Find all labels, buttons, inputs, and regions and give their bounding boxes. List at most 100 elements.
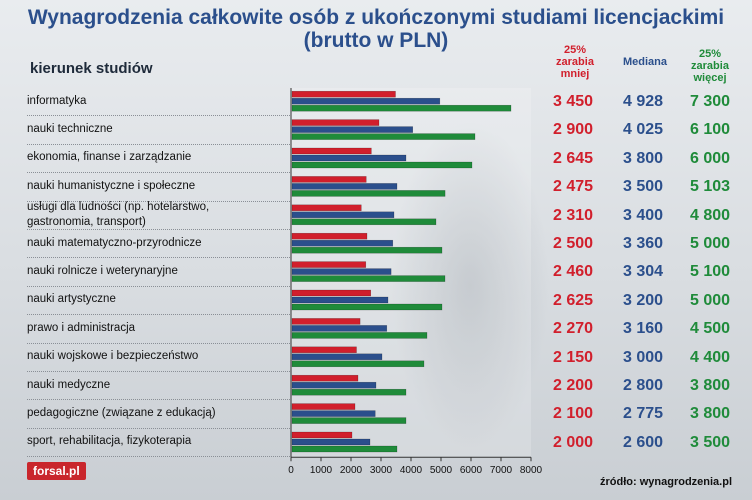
category-label-text: informatyka (27, 94, 86, 109)
category-label-line: ekonomia, finanse i zarządzanie (27, 151, 192, 164)
value-label-high: 3 800 (689, 377, 731, 394)
category-label-line: sport, rehabilitacja, fizykoterapia (27, 435, 192, 448)
value-label-high: 5 103 (689, 178, 731, 196)
column-header-low-line: zarabia (556, 56, 594, 68)
value-label-low: 2 460 (552, 263, 594, 281)
value-label-low: 2 270 (552, 320, 594, 338)
category-label-text: nauki matematyczno-przyrodnicze (27, 236, 202, 251)
value-label-median: 2 775 (622, 405, 664, 423)
source-note: źródło: wynagrodzenia.pl (600, 476, 733, 488)
category-label-line: nauki medyczne (27, 378, 111, 391)
bar-low (291, 346, 357, 354)
row-separator (27, 427, 290, 429)
value-label-low: 2 500 (552, 235, 594, 252)
value-label-high: 5 100 (689, 263, 731, 281)
category-label: nauki rolnicze i weterynaryjne (27, 258, 277, 284)
x-tick-label: 6000 (460, 465, 483, 476)
category-label: sport, rehabilitacja, fizykoterapia (27, 429, 277, 455)
bar-high (291, 303, 443, 311)
category-label-text: usługi dla ludności (np. hotelarstwo, gas… (27, 200, 209, 230)
bar-low (291, 176, 367, 183)
bar-median (291, 97, 441, 105)
bar-median (291, 325, 388, 332)
row-separator (27, 399, 290, 401)
category-label: nauki humanistyczne i społeczne (27, 173, 277, 199)
value-label-low: 2 900 (552, 121, 594, 139)
category-label-text: nauki rolnicze i weterynaryjne (27, 264, 178, 279)
value-label-median: 3 160 (622, 320, 664, 338)
bar-low (291, 261, 367, 268)
background-photo (390, 120, 550, 450)
row-separator (27, 229, 290, 230)
value-label-median: 4 928 (622, 93, 664, 110)
value-label-median: 3 500 (622, 178, 664, 196)
row-separator (27, 257, 290, 259)
bar-high (291, 161, 473, 169)
category-label-text: pedagogiczne (związane z edukacją) (27, 406, 216, 421)
bar-high (291, 133, 476, 140)
category-label: nauki matematyczno-przyrodnicze (27, 230, 277, 256)
value-label-low: 3 450 (552, 93, 594, 110)
value-label-low: 2 000 (552, 433, 594, 451)
x-tick-label: 4000 (400, 465, 423, 476)
column-header-high-line: 25% (698, 48, 722, 60)
value-label-median: 3 200 (622, 291, 664, 309)
row-separator (27, 143, 290, 145)
value-label-low: 2 475 (552, 178, 594, 196)
bar-median (291, 154, 407, 162)
category-label: usługi dla ludności (np. hotelarstwo, gas… (27, 200, 277, 230)
x-tick-label: 5000 (430, 465, 453, 476)
bar-low (291, 204, 362, 212)
column-header-median: Mediana (622, 56, 667, 68)
bar-median (291, 353, 383, 361)
bar-high (291, 104, 512, 112)
value-label-median: 3 304 (622, 263, 664, 281)
value-label-high: 3 800 (689, 405, 731, 423)
x-tick-label: 1000 (310, 465, 333, 476)
category-label-line: pedagogiczne (związane z edukacją) (27, 407, 216, 420)
row-separator (27, 172, 290, 174)
column-header-high-line: zarabia (691, 60, 729, 72)
category-label-line: nauki artystyczne (27, 293, 116, 306)
x-tick-label: 0 (288, 465, 294, 476)
x-tick-label: 7000 (490, 465, 513, 476)
value-label-median: 3 800 (622, 149, 664, 167)
value-label-low: 2 200 (552, 377, 594, 394)
x-tick-label: 8000 (520, 465, 543, 476)
bar-low (291, 403, 356, 410)
category-label: prawo i administracja (27, 315, 277, 341)
row-separator (27, 115, 290, 117)
value-label-median: 3 400 (622, 206, 664, 224)
category-label-line: informatyka (27, 94, 87, 107)
value-label-high: 7 300 (689, 93, 731, 110)
category-label-line: nauki humanistyczne i społeczne (27, 179, 196, 192)
value-label-median: 4 025 (622, 121, 664, 139)
row-separator (27, 371, 290, 372)
category-label-line: prawo i administracja (27, 321, 136, 334)
x-tick-label: 2000 (340, 465, 363, 476)
bar-low (291, 374, 359, 382)
value-label-low: 2 625 (552, 291, 594, 309)
row-separator (27, 200, 290, 202)
bar-high (291, 417, 407, 424)
title-line-1: Wynagrodzenia całkowite osób z ukończony… (27, 6, 725, 29)
value-label-high: 6 100 (689, 121, 731, 139)
category-label-line: nauki techniczne (27, 123, 113, 136)
bar-median (291, 438, 371, 446)
category-label-text: nauki techniczne (27, 122, 113, 137)
bar-high (291, 332, 428, 339)
bar-low (291, 318, 361, 325)
row-separator (27, 456, 290, 458)
value-label-high: 5 000 (689, 235, 731, 252)
category-label: ekonomia, finanse i zarządzanie (27, 145, 277, 171)
value-label-median: 2 600 (622, 433, 664, 451)
category-label: pedagogiczne (związane z edukacją) (27, 400, 277, 426)
bar-low (291, 90, 396, 98)
category-label-line: gastronomia, transport) (27, 215, 146, 228)
bar-high (291, 360, 425, 368)
chart-title: Wynagrodzenia całkowite osób z ukończony… (0, 6, 752, 52)
bar-high (291, 445, 398, 453)
row-separator (27, 342, 290, 344)
category-label-line: nauki matematyczno-przyrodnicze (27, 236, 202, 249)
